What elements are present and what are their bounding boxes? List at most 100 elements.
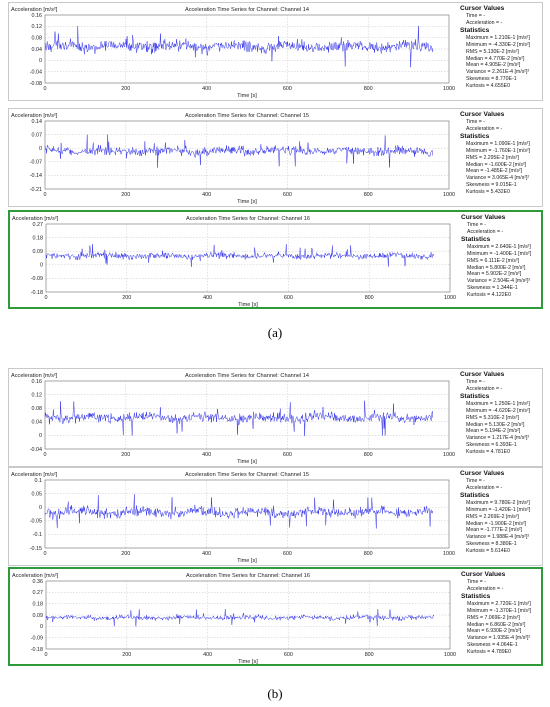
x-tick-label: 0 — [45, 652, 48, 658]
statistic-line: Mean = 4.905E-2 [m/s²] — [466, 62, 521, 69]
channel-panel[interactable]: Acceleration [m/s²] Acceleration Time Ser… — [8, 368, 543, 467]
statistic-line: Kurtosis = 5.614E0 — [466, 548, 510, 555]
y-axis-label: Acceleration [m/s²] — [12, 573, 59, 579]
cursor-acceleration-value: Acceleration = - — [466, 385, 503, 392]
statistic-line: Minimum = -1.760E-1 [m/s²] — [466, 147, 531, 154]
series-line — [45, 609, 435, 627]
y-tick-label: 0 — [39, 505, 42, 511]
x-axis-label: Time [s] — [237, 459, 257, 465]
x-tick-label: 0 — [45, 295, 48, 301]
y-tick-label: -0.21 — [30, 187, 42, 193]
y-tick-label: 0.08 — [32, 35, 43, 41]
channel-panel[interactable]: Acceleration [m/s²] Acceleration Time Ser… — [8, 108, 543, 207]
channel-panel[interactable]: Acceleration [m/s²] Acceleration Time Ser… — [8, 567, 543, 666]
x-tick-label: 600 — [284, 652, 293, 658]
x-tick-label: 800 — [365, 295, 374, 301]
statistic-line: Minimum = -1.370E-1 [m/s²] — [467, 607, 532, 614]
x-tick-label: 800 — [365, 652, 374, 658]
x-tick-label: 200 — [122, 295, 131, 301]
statistics-heading: Statistics — [460, 392, 490, 400]
y-tick-label: 0.05 — [32, 491, 43, 497]
x-tick-label: 400 — [202, 551, 211, 557]
cursor-acceleration-value: Acceleration = - — [466, 125, 503, 132]
channel-panel[interactable]: Acceleration [m/s²] Acceleration Time Ser… — [8, 210, 543, 309]
caption-b: (b) — [267, 686, 283, 701]
channel-panel[interactable]: Acceleration [m/s²] Acceleration Time Ser… — [8, 467, 543, 566]
series-line — [45, 244, 435, 267]
y-tick-label: -0.09 — [31, 635, 43, 641]
statistic-line: Variance = 1.935E-4 [m/s²]² — [467, 635, 531, 642]
statistic-line: Variance = 1.217E-4 [m/s²]² — [466, 435, 530, 442]
x-tick-label: 1000 — [443, 551, 455, 557]
statistics-heading: Statistics — [461, 592, 491, 600]
chart-title: Acceleration Time Series for Channel: Ch… — [185, 373, 309, 379]
y-tick-label: -0.04 — [30, 69, 42, 75]
statistic-line: Variance = 3.065E-4 [m/s²]² — [466, 175, 530, 182]
statistic-line: Mean = 5.194E-2 [m/s²] — [466, 428, 521, 435]
cursor-time-value: Time = - — [466, 379, 485, 385]
statistic-line: Skewness = 8.380E-1 — [466, 541, 517, 548]
statistic-line: Kurtosis = 4.655E0 — [466, 83, 510, 90]
y-tick-label: 0.08 — [32, 406, 43, 412]
x-tick-label: 600 — [283, 192, 292, 198]
chart-title: Acceleration Time Series for Channel: Ch… — [185, 113, 309, 119]
x-tick-label: 400 — [202, 192, 211, 198]
cursor-time-value: Time = - — [466, 478, 485, 484]
statistic-line: Median = -1.900E-2 [m/s²] — [466, 520, 527, 527]
cursor-stats-panel: Cursor Values Time = - Acceleration = - Sta… — [460, 5, 542, 90]
statistic-line: Maximum = 1.250E-1 [m/s²] — [466, 400, 530, 407]
y-tick-label: 0.27 — [33, 222, 44, 228]
statistic-line: Mean = -1.485E-2 [m/s²] — [466, 168, 523, 175]
y-tick-label: -0.14 — [30, 173, 42, 179]
channel-panel[interactable]: Acceleration [m/s²] Acceleration Time Ser… — [8, 2, 543, 101]
y-tick-label: -0.18 — [31, 290, 43, 296]
x-tick-label: 200 — [121, 452, 130, 458]
x-tick-label: 800 — [364, 192, 373, 198]
cursor-values-heading: Cursor Values — [461, 571, 506, 578]
y-tick-label: 0.12 — [32, 392, 43, 398]
time-series-chart: Acceleration [m/s²] Acceleration Time Ser… — [11, 472, 455, 564]
x-tick-label: 600 — [283, 551, 292, 557]
statistic-line: Median = 5.800E-2 [m/s²] — [467, 264, 526, 271]
x-tick-label: 200 — [121, 192, 130, 198]
cursor-values-heading: Cursor Values — [461, 214, 506, 221]
y-tick-label: 0.16 — [32, 379, 43, 385]
y-tick-label: 0 — [40, 263, 43, 269]
statistics-heading: Statistics — [461, 235, 491, 243]
statistic-line: Minimum = -4.330E-2 [m/s²] — [466, 41, 531, 48]
cursor-acceleration-value: Acceleration = - — [466, 484, 503, 491]
y-tick-label: 0 — [40, 624, 43, 630]
x-tick-label: 0 — [44, 86, 47, 92]
y-tick-label: -0.05 — [30, 519, 42, 525]
statistic-line: Kurtosis = 4.781E0 — [466, 449, 510, 456]
x-tick-label: 1000 — [444, 295, 456, 301]
statistic-line: Mean = 5.902E-2 [m/s²] — [467, 271, 522, 278]
cursor-time-value: Time = - — [467, 579, 486, 585]
chart-title: Acceleration Time Series for Channel: Ch… — [185, 7, 309, 13]
x-tick-label: 200 — [121, 551, 130, 557]
statistic-line: Maximum = 2.640E-1 [m/s²] — [467, 243, 531, 250]
y-tick-label: 0.14 — [32, 119, 43, 125]
y-tick-label: 0 — [39, 433, 42, 439]
time-series-chart: Acceleration [m/s²] Acceleration Time Ser… — [11, 113, 455, 205]
cursor-acceleration-value: Acceleration = - — [467, 585, 504, 592]
y-tick-label: 0.1 — [35, 478, 43, 484]
statistic-line: Minimum = -1.420E-1 [m/s²] — [466, 506, 531, 513]
cursor-values-heading: Cursor Values — [460, 371, 505, 378]
cursor-values-heading: Cursor Values — [460, 470, 505, 477]
x-tick-label: 800 — [364, 551, 373, 557]
statistic-line: Median = -1.600E-2 [m/s²] — [466, 161, 527, 168]
y-tick-label: 0.16 — [32, 13, 43, 19]
plot-area — [44, 380, 450, 450]
cursor-stats-panel: Cursor Values Time = - Acceleration = - Sta… — [460, 371, 542, 456]
statistic-line: Kurtosis = 4.789E0 — [467, 649, 511, 656]
y-tick-label: 0 — [39, 58, 42, 64]
plot-area — [44, 120, 450, 190]
statistic-line: Maximum = 2.720E-1 [m/s²] — [467, 600, 531, 607]
x-tick-label: 800 — [364, 452, 373, 458]
x-tick-label: 600 — [283, 86, 292, 92]
statistic-line: Skewness = 6.393E-1 — [466, 442, 517, 449]
x-tick-label: 400 — [202, 86, 211, 92]
x-axis-label: Time [s] — [238, 302, 258, 308]
y-axis-label: Acceleration [m/s²] — [11, 7, 58, 13]
